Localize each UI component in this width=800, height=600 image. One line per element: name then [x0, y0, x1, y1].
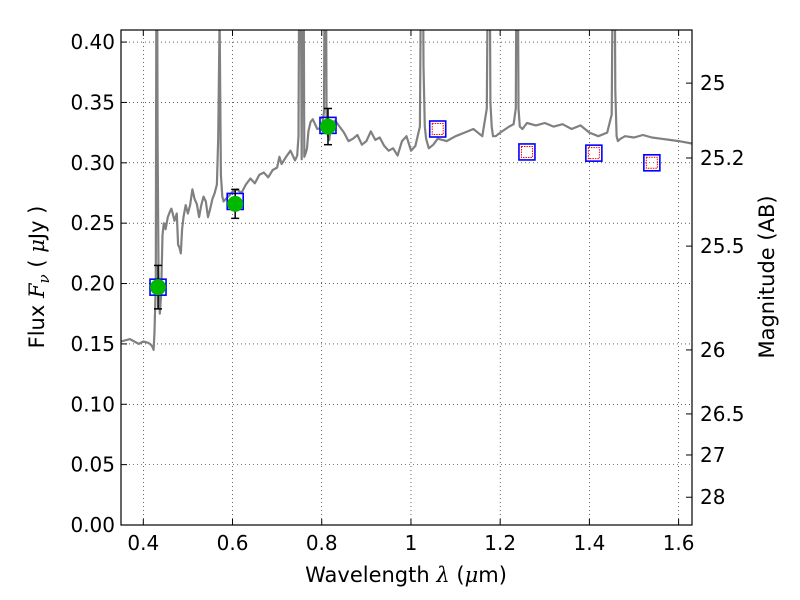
data-layer [121, 30, 692, 351]
x-tick-label: 0.6 [217, 531, 249, 555]
y-tick-label: 0.10 [70, 392, 115, 416]
y-tick-label: 0.05 [70, 453, 115, 477]
model-photometry-square [428, 120, 447, 138]
y-tick-label: 0.30 [70, 151, 115, 175]
model-spectrum-line [121, 30, 692, 351]
marker-layer [149, 107, 661, 310]
magnitude-tick-label: 26 [700, 338, 725, 362]
x-tick-label: 0.8 [306, 531, 338, 555]
magnitude-tick-label: 27 [700, 443, 725, 467]
magnitude-tick-label: 26.5 [700, 402, 745, 426]
magnitude-tick-label: 25.2 [700, 146, 745, 170]
grid [121, 30, 692, 526]
magnitude-tick-label: 25.5 [700, 234, 745, 258]
upper-limit-marker [587, 147, 600, 160]
y2-axis-label: Magnitude (AB) [755, 195, 779, 358]
y-tick-label: 0.15 [70, 332, 115, 356]
observed-photometry-point [319, 118, 336, 135]
model-photometry-square [643, 154, 661, 172]
x-tick-label: 0.4 [127, 531, 159, 555]
model-photometry-square [585, 144, 603, 162]
ticks: 0.4 0.6 0.8 1 1.2 1.4 1.6 0.00 0.05 0.10 0.15 0.20 0… [70, 30, 745, 555]
observed-photometry-point [150, 279, 167, 296]
x-axis-label: Wavelength λ (μm) [305, 563, 507, 587]
upper-limit-marker [520, 145, 533, 158]
upper-limit-marker [645, 156, 658, 169]
y-tick-label: 0.00 [70, 513, 115, 537]
y-tick-label: 0.20 [70, 272, 115, 296]
y-tick-label: 0.35 [70, 90, 115, 114]
upper-limit-marker [431, 123, 444, 135]
model-photometry-square [518, 143, 536, 161]
magnitude-tick-label: 28 [700, 485, 725, 509]
y-tick-label: 0.25 [70, 211, 115, 235]
plot-frame [120, 29, 693, 526]
y-tick-label: 0.40 [70, 30, 115, 54]
x-tick-label: 1 [405, 531, 418, 555]
x-tick-label: 1.4 [573, 531, 605, 555]
observed-photometry-point [227, 195, 244, 212]
x-tick-label: 1.2 [484, 531, 516, 555]
magnitude-tick-label: 25 [700, 71, 725, 95]
y-axis-label: Flux Fν ( μJy ) [25, 206, 53, 349]
x-tick-label: 1.6 [663, 531, 695, 555]
